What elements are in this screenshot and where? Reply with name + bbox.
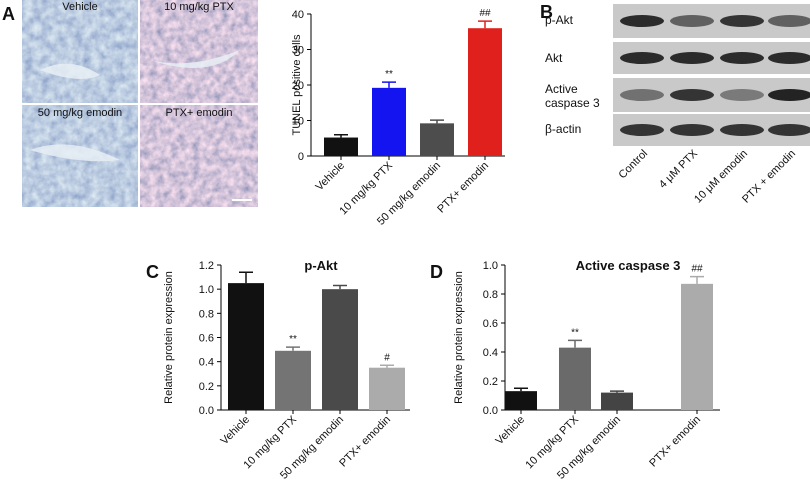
significance-label: ** (571, 327, 579, 338)
blot-band (620, 52, 664, 64)
micrograph-label: PTX+ emodin (166, 107, 233, 119)
x-tick-label: Vehicle (494, 414, 528, 448)
y-tick-label: 0.6 (199, 333, 214, 345)
blot-band (720, 89, 764, 101)
y-tick-label: 10 (292, 116, 304, 128)
error-bar (333, 284, 347, 290)
blot-band (768, 124, 810, 136)
error-bar (514, 387, 528, 392)
bar (372, 87, 406, 156)
y-tick-label: 0 (298, 151, 304, 163)
bar (681, 283, 713, 410)
blot-band (620, 89, 664, 101)
blot-band-label: Active caspase 3 (545, 82, 600, 110)
blot-band (670, 89, 714, 101)
bar (322, 289, 358, 410)
bar (468, 28, 502, 157)
blot-band (670, 124, 714, 136)
y-axis-label: Relative protein expression (453, 271, 465, 404)
bar (324, 137, 358, 156)
y-tick-label: 0.4 (199, 357, 214, 369)
panel-label: D (430, 262, 443, 282)
blot-band (620, 15, 664, 27)
blot-band (670, 15, 714, 27)
significance-label: ## (691, 264, 703, 275)
micrograph-label: 50 mg/kg emodin (38, 107, 122, 119)
micrograph (22, 0, 138, 103)
micrograph-label: Vehicle (62, 1, 97, 13)
x-tick-label: Vehicle (219, 414, 253, 448)
y-tick-label: 0.8 (199, 308, 214, 320)
significance-label: # (384, 352, 390, 363)
panel-label: B (540, 2, 553, 22)
blot-band-label: Akt (545, 51, 563, 65)
x-tick-label: PTX+ emodin (435, 160, 491, 216)
error-bar (430, 119, 444, 124)
bar (601, 392, 633, 410)
blot-band (620, 124, 664, 136)
chart-title: Active caspase 3 (576, 258, 681, 273)
blot-lane-label: 4 μM PTX (657, 147, 701, 191)
blot-band (720, 124, 764, 136)
bar (275, 350, 311, 410)
y-tick-label: 0.4 (483, 347, 498, 359)
significance-label: ** (385, 69, 393, 80)
panel-label: A (2, 4, 15, 24)
error-bar (610, 390, 624, 393)
micrograph-panel: Vehicle 10 mg/kg PTX 50 mg/kg emodin PTX… (22, 0, 258, 207)
y-tick-label: 40 (292, 9, 304, 21)
y-tick-label: 1.0 (483, 260, 498, 272)
blot-band (768, 89, 810, 101)
micrograph-label: 10 mg/kg PTX (164, 1, 234, 13)
x-tick-label: PTX+ emodin (647, 414, 703, 470)
error-bar (239, 271, 253, 284)
blot-band (720, 52, 764, 64)
blot-band (720, 15, 764, 27)
error-bar (380, 364, 394, 368)
y-tick-label: 1.2 (199, 260, 214, 272)
chart-title: p-Akt (304, 258, 338, 273)
blot-lane-label: Control (617, 148, 651, 182)
y-tick-label: 0.0 (483, 405, 498, 417)
micrograph (140, 0, 258, 103)
y-tick-label: 0.6 (483, 318, 498, 330)
blot-band-label: β-actin (545, 122, 582, 136)
y-tick-label: 30 (292, 45, 304, 57)
tissue-gap (30, 50, 240, 162)
error-bar (334, 133, 348, 138)
error-bar (568, 339, 582, 348)
significance-label: ## (479, 8, 491, 19)
significance-label: ** (289, 334, 297, 345)
y-axis-label: Relative protein expression (163, 271, 175, 404)
bar (369, 367, 405, 410)
blot-band (768, 15, 810, 27)
bar (228, 283, 264, 410)
blot-band (768, 52, 810, 64)
error-bar (478, 20, 492, 29)
error-bar (286, 346, 300, 351)
blot-band-label: p-Akt (545, 13, 574, 27)
blot-band (670, 52, 714, 64)
y-axis-label: TUNEL positive cells (291, 34, 303, 136)
bar (505, 391, 537, 410)
y-tick-label: 1.0 (199, 284, 214, 296)
bar (559, 347, 591, 410)
y-tick-label: 0.8 (483, 289, 498, 301)
bar (420, 123, 454, 156)
y-tick-label: 0.2 (199, 381, 214, 393)
x-tick-label: Vehicle (314, 160, 348, 194)
micrograph (140, 105, 258, 207)
y-tick-label: 0.0 (199, 405, 214, 417)
error-bar (690, 275, 704, 284)
y-tick-label: 0.2 (483, 376, 498, 388)
error-bar (382, 81, 396, 88)
y-tick-label: 20 (292, 80, 304, 92)
panel-label: C (146, 262, 159, 282)
